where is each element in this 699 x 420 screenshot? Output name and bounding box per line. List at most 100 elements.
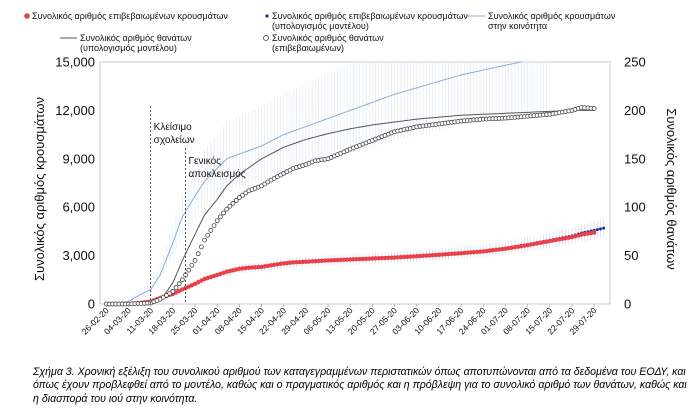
confirmed-cases-point bbox=[256, 264, 261, 270]
confirmed-cases-point bbox=[398, 254, 404, 260]
confirmed-cases-point bbox=[389, 255, 394, 260]
confirmed-cases-point bbox=[351, 257, 356, 262]
y-tick-label: 9,000 bbox=[62, 151, 95, 166]
model-deaths-line bbox=[106, 109, 595, 305]
deaths-point bbox=[205, 232, 211, 238]
confirmed-cases-point bbox=[360, 256, 366, 262]
deaths-point bbox=[236, 195, 242, 200]
confirmed-cases-point bbox=[449, 251, 454, 257]
chart: Συνολικός αριθμός επιβεβαιωμένων κρουσμά… bbox=[24, 11, 679, 336]
confirmed-cases-point bbox=[310, 259, 315, 264]
y-tick-label: 3,000 bbox=[62, 248, 95, 263]
confirmed-cases-point bbox=[376, 256, 381, 261]
confirmed-cases-point bbox=[474, 249, 480, 255]
ci-bands bbox=[105, 62, 605, 305]
confirmed-cases-point bbox=[462, 250, 467, 256]
confirmed-cases-point bbox=[427, 253, 432, 258]
model-cases-point bbox=[595, 228, 599, 232]
confirmed-cases-point bbox=[395, 255, 400, 260]
deaths-point bbox=[186, 267, 192, 273]
confirmed-cases-point bbox=[386, 255, 391, 261]
confirmed-cases-point bbox=[284, 260, 290, 266]
deaths-point bbox=[208, 228, 214, 233]
y-tick-label: 6,000 bbox=[62, 200, 95, 215]
deaths-point bbox=[240, 192, 245, 198]
figure-caption: Σχήμα 3. Χρονική εξέλιξη του συνολικού α… bbox=[33, 366, 687, 405]
deaths-point bbox=[221, 210, 226, 216]
legend-label: Συνολικός αριθμός επιβεβαιωμένων κρουσμά… bbox=[272, 11, 468, 21]
legend-label: στην κοινότητα bbox=[488, 21, 547, 31]
legend-label: Συνολικός αριθμός θανάτων bbox=[80, 33, 192, 43]
confirmed-cases-point bbox=[401, 254, 407, 260]
confirmed-cases-point bbox=[373, 256, 378, 261]
model-cases-point bbox=[602, 226, 606, 230]
deaths-point bbox=[217, 214, 223, 220]
confirmed-cases-point bbox=[249, 265, 255, 270]
confirmed-cases-point bbox=[591, 230, 597, 235]
confirmed-cases-point bbox=[325, 258, 331, 263]
confirmed-cases-point bbox=[465, 250, 470, 255]
deaths-point bbox=[233, 198, 239, 203]
confirmed-cases-point bbox=[408, 254, 413, 259]
legend-marker-deaths bbox=[263, 35, 269, 41]
legend-label: Συνολικός αριθμός θανάτων bbox=[272, 33, 384, 43]
confirmed-cases-point bbox=[313, 258, 318, 264]
confirmed-cases-point bbox=[414, 254, 419, 259]
confirmed-cases-point bbox=[433, 252, 438, 258]
confirmed-cases-point bbox=[306, 259, 312, 264]
legend: Συνολικός αριθμός επιβεβαιωμένων κρουσμά… bbox=[24, 11, 616, 53]
confirmed-cases-point bbox=[319, 258, 324, 264]
confirmed-cases-point bbox=[287, 260, 293, 265]
deaths-point bbox=[591, 106, 597, 111]
confirmed-cases-point bbox=[348, 257, 353, 262]
legend-label: (υπολογισμός μοντέλου) bbox=[272, 21, 369, 31]
y2-tick-label: 150 bbox=[624, 151, 646, 166]
y-tick-label: 0 bbox=[88, 297, 95, 312]
deaths-point bbox=[173, 285, 179, 290]
confirmed-cases-point bbox=[363, 256, 369, 261]
confirmed-cases-point bbox=[297, 259, 302, 265]
legend-label: (υπολογισμός μοντέλου) bbox=[80, 43, 177, 53]
confirmed-cases-point bbox=[379, 255, 385, 261]
confirmed-cases-point bbox=[322, 258, 328, 263]
plot-frame bbox=[99, 61, 611, 305]
confirmed-cases-point bbox=[291, 260, 296, 265]
confirmed-cases-point bbox=[281, 261, 286, 266]
y2-axis-title: Συνολικός αριθμός θανάτων bbox=[664, 108, 679, 269]
confirmed-cases-point bbox=[370, 256, 375, 261]
annotation-label: αποκλεισμός bbox=[189, 168, 246, 180]
legend-label: (επιβεβαιωμένων) bbox=[272, 43, 344, 53]
confirmed-cases-point bbox=[253, 265, 258, 270]
confirmed-cases-point bbox=[452, 251, 457, 256]
deaths-point bbox=[211, 223, 217, 228]
confirmed-cases-point bbox=[335, 257, 340, 263]
confirmed-cases-point bbox=[458, 250, 464, 256]
confirmed-cases-point bbox=[405, 254, 410, 259]
community-cases-line bbox=[106, 61, 522, 305]
deaths-point bbox=[202, 237, 207, 243]
confirmed-cases-point bbox=[420, 253, 426, 259]
deaths-point bbox=[198, 244, 204, 250]
y-axis-title: Συνολικός αριθμός κρουσμάτων bbox=[32, 97, 47, 281]
confirmed-cases-point bbox=[338, 257, 343, 263]
confirmed-cases-point bbox=[344, 257, 350, 262]
legend-marker-confirmed bbox=[24, 13, 30, 19]
deaths-point bbox=[189, 262, 195, 268]
confirmed-cases-point bbox=[329, 258, 334, 263]
deaths-point bbox=[176, 281, 182, 287]
confirmed-cases-point bbox=[357, 256, 362, 262]
deaths-point bbox=[224, 206, 230, 212]
confirmed-cases-point bbox=[382, 255, 388, 261]
y2-tick-label: 0 bbox=[624, 297, 631, 312]
legend-label: Συνολικός αριθμός επιβεβαιωμένων κρουσμά… bbox=[32, 11, 228, 21]
confirmed-cases-point bbox=[303, 259, 309, 264]
confirmed-cases-point bbox=[294, 260, 299, 265]
deaths-point bbox=[230, 200, 236, 206]
confirmed-cases-point bbox=[316, 258, 321, 264]
annotation-label: σχολείων bbox=[154, 134, 195, 146]
legend-label: Συνολικός αριθμός κρουσμάτων bbox=[488, 11, 616, 21]
confirmed-cases-point bbox=[367, 256, 372, 261]
legend-marker-model-cases bbox=[265, 14, 269, 18]
confirmed-cases-point bbox=[341, 257, 347, 262]
